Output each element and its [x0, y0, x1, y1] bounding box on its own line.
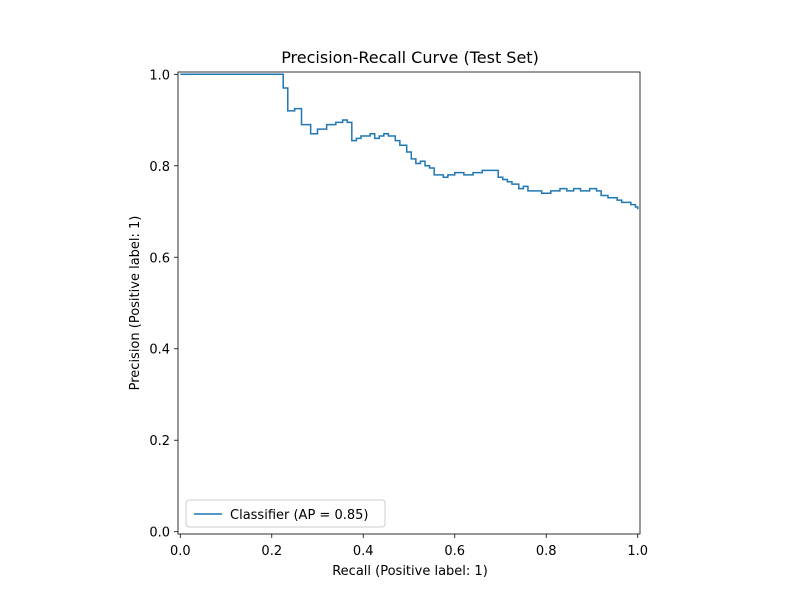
y-tick-label: 0.8	[149, 160, 170, 175]
legend-label-classifier: Classifier (AP = 0.85)	[230, 508, 368, 523]
x-axis-ticks: 0.0 0.2 0.4 0.6 0.8 1.0	[170, 534, 648, 559]
x-tick-label: 0.2	[261, 544, 282, 559]
y-tick-label: 0.2	[149, 434, 170, 449]
y-tick-label: 0.4	[149, 343, 170, 358]
series-line-classifier	[180, 73, 639, 210]
x-tick-label: 0.8	[536, 544, 557, 559]
x-tick-label: 1.0	[627, 544, 648, 559]
plot-area-frame	[177, 71, 641, 535]
y-axis-ticks: 0.0 0.2 0.4 0.6 0.8 1.0	[149, 68, 178, 541]
legend-box	[185, 499, 386, 528]
y-axis-label: Precision (Positive label: 1)	[128, 216, 143, 391]
x-tick-label: 0.4	[353, 544, 374, 559]
x-tick-label: 0.0	[170, 544, 191, 559]
x-axis-label: Recall (Positive label: 1)	[332, 564, 488, 579]
y-tick-label: 1.0	[149, 68, 170, 83]
legend: Classifier (AP = 0.85)	[185, 499, 386, 528]
y-tick-label: 0.6	[149, 251, 170, 266]
y-tick-label: 0.0	[149, 526, 170, 541]
chart-title: Precision-Recall Curve (Test Set)	[281, 48, 539, 67]
x-tick-label: 0.6	[444, 544, 465, 559]
